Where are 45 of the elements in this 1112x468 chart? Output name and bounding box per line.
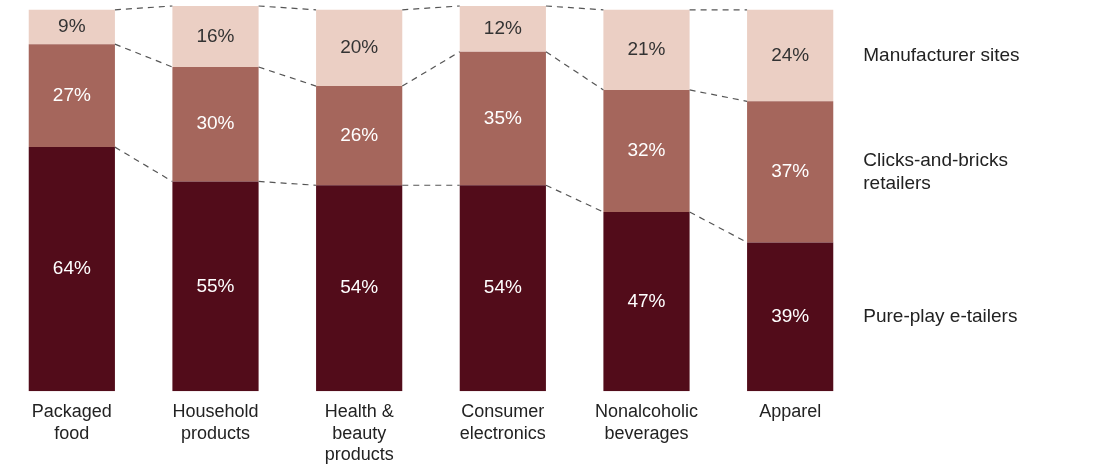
bar — [603, 9, 690, 90]
bar — [747, 242, 834, 392]
series-label: Manufacturer sites — [863, 43, 1020, 65]
bar — [459, 51, 546, 186]
bar — [316, 86, 403, 186]
bar — [747, 101, 834, 243]
data-label: 54% — [483, 276, 522, 298]
bar — [172, 6, 259, 68]
x-tick-label: Packaged food — [31, 400, 112, 443]
data-label: 47% — [627, 289, 666, 311]
bar — [28, 147, 115, 392]
data-label: 12% — [483, 17, 522, 39]
data-label: 16% — [196, 24, 235, 46]
data-label: 55% — [196, 274, 235, 296]
data-label: 35% — [483, 106, 522, 128]
x-tick-label: Nonalcoholic beverages — [594, 400, 699, 443]
bar — [459, 185, 546, 392]
data-label: 54% — [340, 276, 379, 298]
bar — [459, 6, 546, 52]
bar — [172, 181, 259, 392]
bar — [603, 89, 690, 212]
data-label: 24% — [771, 43, 810, 65]
data-label: 30% — [196, 112, 235, 134]
bar — [28, 44, 115, 148]
data-label: 39% — [771, 305, 810, 327]
data-label: 27% — [52, 83, 91, 105]
bar — [172, 67, 259, 182]
data-label: 64% — [52, 257, 91, 279]
x-tick-label: Health & beauty products — [324, 400, 394, 465]
data-label: 9% — [58, 15, 86, 37]
x-tick-label: Apparel — [759, 400, 822, 421]
bar — [747, 9, 834, 102]
series-label: Clicks-and-bricks retailers — [863, 148, 1008, 193]
series-label: Pure-play e-tailers — [863, 305, 1018, 327]
bar — [316, 9, 403, 87]
data-label: 32% — [627, 139, 666, 161]
x-tick-label: Consumer electronics — [459, 400, 546, 443]
bar — [603, 211, 690, 392]
data-label: 37% — [771, 160, 810, 182]
data-label: 21% — [627, 38, 666, 60]
data-label: 26% — [340, 123, 379, 145]
x-tick-label: Household products — [172, 400, 259, 443]
bar — [316, 185, 403, 392]
bar — [28, 9, 115, 45]
data-label: 20% — [340, 36, 379, 58]
